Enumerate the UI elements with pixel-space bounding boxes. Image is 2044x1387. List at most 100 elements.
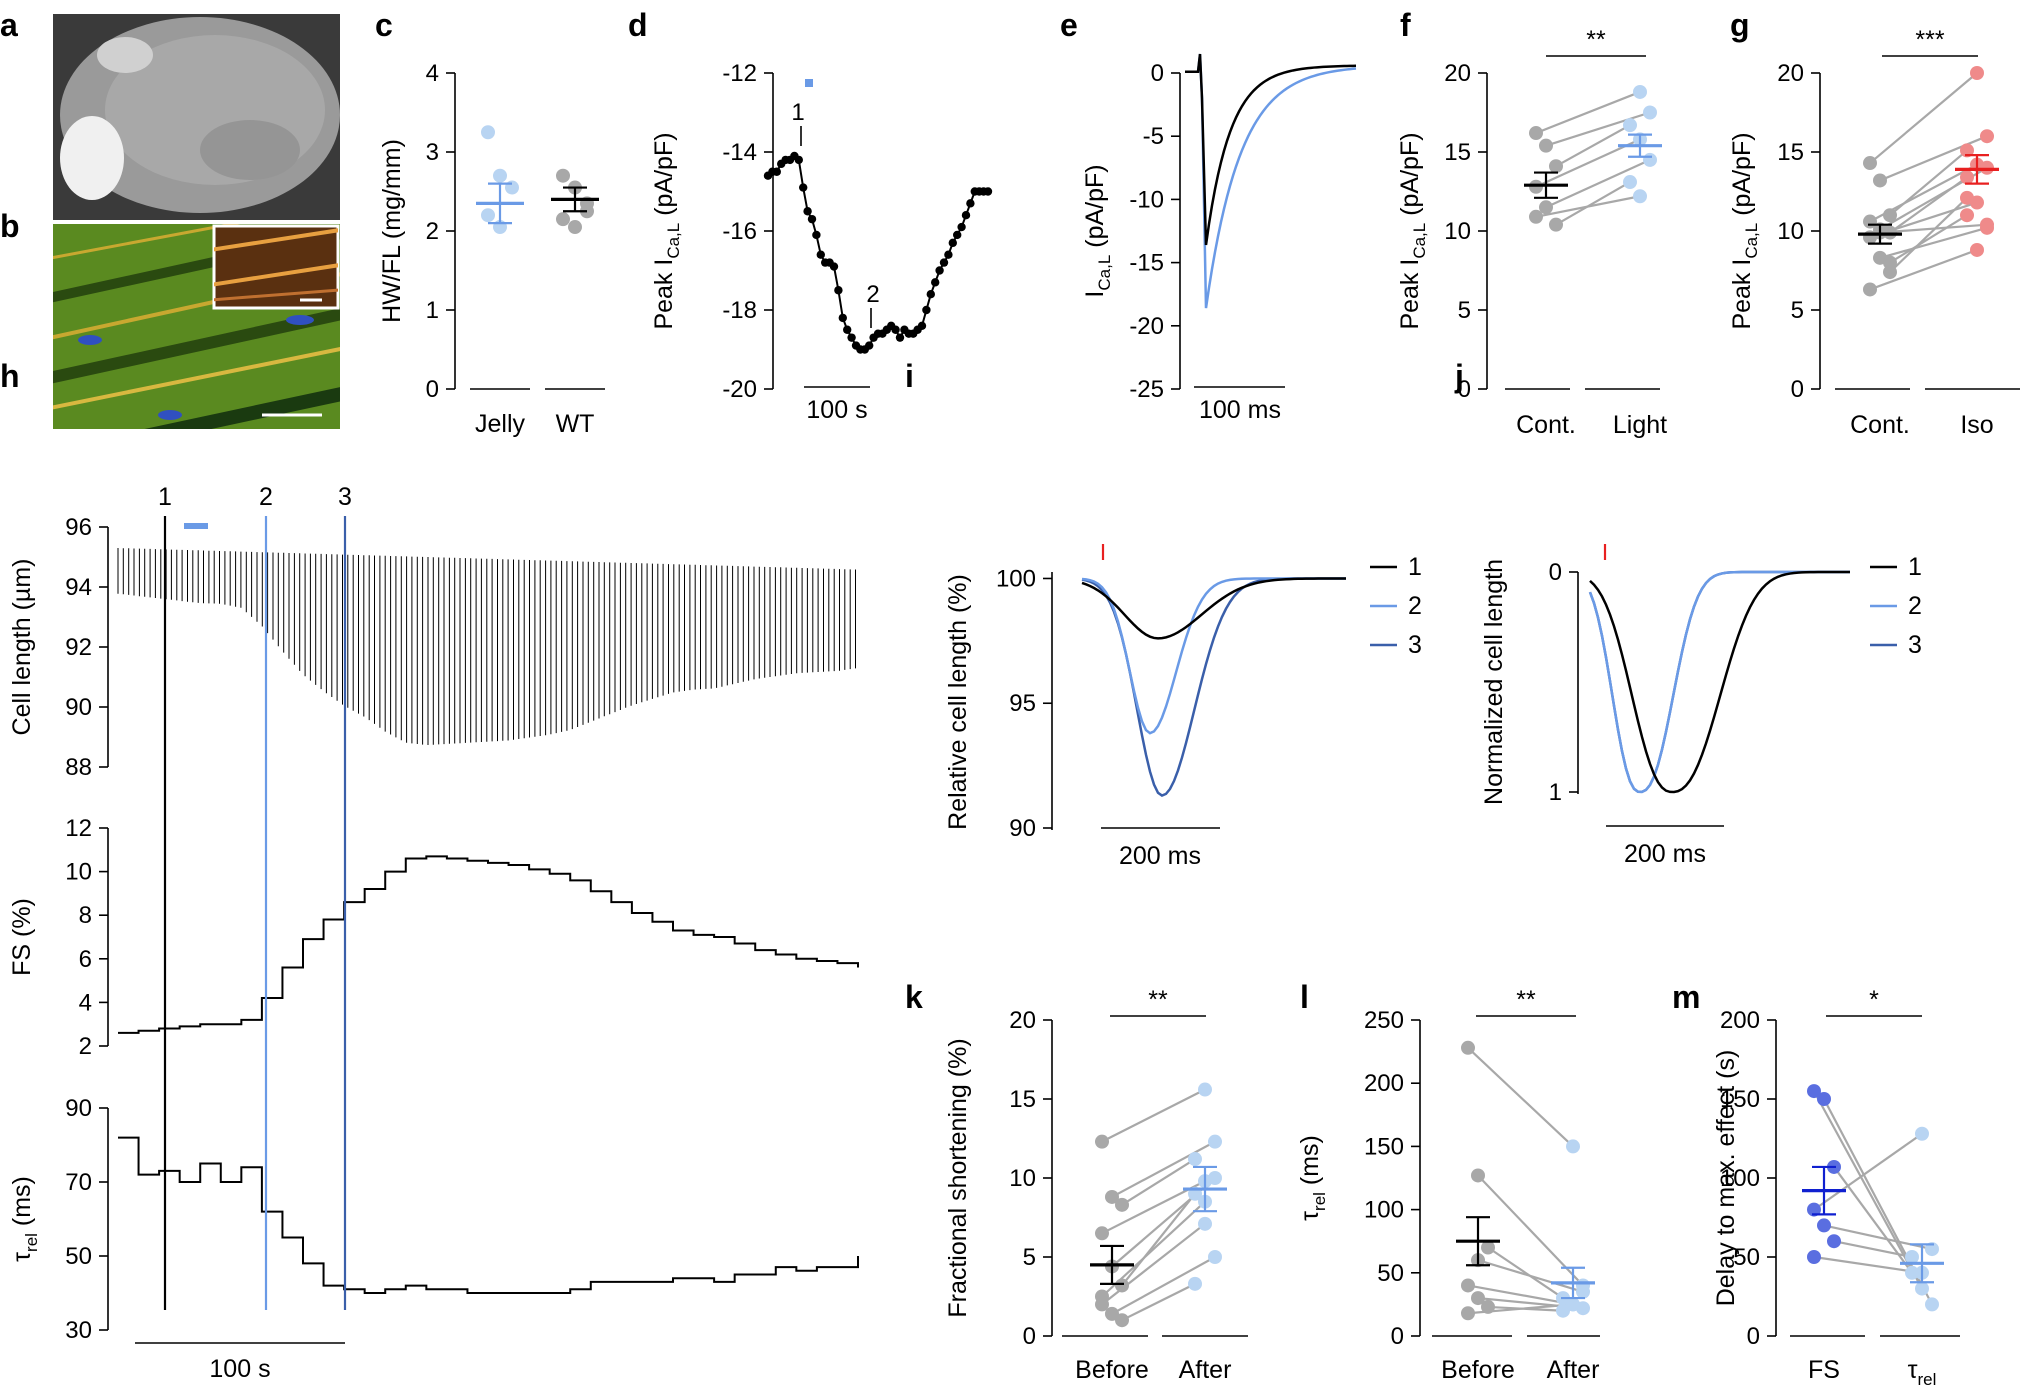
g-point-before bbox=[1883, 208, 1897, 223]
f-point-before bbox=[1549, 217, 1563, 232]
d-point bbox=[917, 321, 927, 330]
f-xlabel-cont: Cont. bbox=[1516, 411, 1576, 439]
j-legend-label: 1 bbox=[1908, 553, 1922, 581]
f-xlabel-light: Light bbox=[1613, 411, 1667, 439]
f-ytick-label: 20 bbox=[1444, 60, 1471, 87]
f-pair-line bbox=[1535, 195, 1641, 218]
g-point-after bbox=[1960, 190, 1974, 205]
j-ytick-label: 1 bbox=[1549, 779, 1562, 806]
m-point-after bbox=[1925, 1242, 1939, 1257]
d-point bbox=[939, 258, 949, 267]
m-ytick-label: 150 bbox=[1720, 1086, 1760, 1113]
c-point bbox=[493, 168, 507, 183]
h-fs-ytick-label: 2 bbox=[79, 1033, 92, 1060]
f-point-after bbox=[1623, 118, 1637, 133]
l-point-before bbox=[1461, 1040, 1475, 1055]
f-pair-line bbox=[1535, 90, 1641, 135]
f-ytick-label: 15 bbox=[1444, 139, 1471, 166]
panel-l-chart: 0 50 100 150 200 250 τrel (ms) Before After *… bbox=[1296, 986, 1600, 1384]
panel-m-chart: 0 50 100 150 200 Delay to max. effect (s) FS… bbox=[1712, 986, 1960, 1387]
m-pair-line bbox=[1833, 1166, 1913, 1274]
g-point-before bbox=[1873, 173, 1887, 188]
m-point-before bbox=[1827, 1234, 1841, 1249]
h-fs-ytick-label: 4 bbox=[79, 989, 92, 1016]
m-point-after bbox=[1925, 1297, 1939, 1312]
h-fs-ytick-label: 10 bbox=[65, 859, 92, 886]
i-ylabel: Relative cell length (%) bbox=[944, 574, 972, 830]
j-ytick-label: 0 bbox=[1549, 559, 1562, 586]
e-ytick-label: -20 bbox=[1129, 313, 1164, 340]
c-ytick-label: 2 bbox=[426, 218, 439, 245]
d-point bbox=[961, 211, 971, 220]
h-ylabel-tau: τrel (ms) bbox=[8, 1176, 41, 1262]
d-point bbox=[843, 325, 852, 334]
k-xlabel-after: After bbox=[1179, 1356, 1232, 1384]
l-point-after bbox=[1566, 1297, 1580, 1312]
k-pair-line bbox=[1111, 1140, 1216, 1198]
d-ylabel: Peak ICa,L (pA/pF) bbox=[650, 132, 683, 329]
h-tau-ytick-label: 90 bbox=[65, 1095, 92, 1122]
h-event-label-3: 3 bbox=[338, 483, 352, 511]
panel-label-h: h bbox=[0, 358, 20, 394]
d-point bbox=[816, 250, 825, 259]
d-point bbox=[895, 333, 905, 342]
m-point-after bbox=[1905, 1250, 1919, 1264]
k-point-after bbox=[1188, 1152, 1202, 1167]
g-pair-line bbox=[1889, 176, 1968, 234]
m-point-before bbox=[1817, 1092, 1831, 1106]
l-significance: ** bbox=[1516, 986, 1536, 1014]
c-point bbox=[556, 212, 570, 227]
d-ytick-label: -16 bbox=[722, 218, 757, 245]
panel-label-j: j bbox=[1454, 358, 1464, 394]
k-pair-line bbox=[1121, 1193, 1196, 1287]
l-point-before bbox=[1481, 1240, 1495, 1255]
c-point bbox=[481, 125, 495, 140]
d-ytick-label: -20 bbox=[722, 376, 757, 403]
d-light-marker bbox=[805, 79, 813, 87]
m-point-before bbox=[1807, 1202, 1821, 1217]
h-ylabel-length: Cell length (µm) bbox=[8, 559, 36, 736]
f-significance: ** bbox=[1586, 26, 1606, 54]
d-scalebar-label: 100 s bbox=[806, 396, 867, 424]
panel-g-chart: 0 5 10 15 20 Peak ICa,L (pA/pF) Cont. Iso **… bbox=[1728, 26, 2020, 439]
panel-label-b: b bbox=[0, 208, 20, 244]
k-point-before bbox=[1095, 1297, 1109, 1312]
k-pair-line bbox=[1101, 1088, 1206, 1143]
d-point bbox=[812, 230, 821, 240]
h-fs-ytick-label: 8 bbox=[79, 902, 92, 929]
f-pair-line bbox=[1555, 124, 1631, 168]
c-xlabel-wt: WT bbox=[556, 410, 595, 438]
m-pair-line bbox=[1823, 1224, 1933, 1251]
l-ytick-label: 50 bbox=[1377, 1260, 1404, 1287]
m-ytick-label: 0 bbox=[1747, 1323, 1760, 1350]
e-ytick-label: -15 bbox=[1129, 250, 1164, 277]
f-pair-line bbox=[1555, 181, 1631, 226]
d-point bbox=[966, 199, 975, 208]
panel-label-a: a bbox=[0, 7, 18, 43]
f-point-after bbox=[1633, 84, 1647, 99]
l-point-before bbox=[1471, 1291, 1485, 1306]
panel-c-chart: 0 1 2 3 4 HW/FL (mg/mm) Jelly WT bbox=[378, 60, 605, 438]
l-pair-line bbox=[1477, 1259, 1584, 1293]
k-ytick-label: 10 bbox=[1009, 1165, 1036, 1192]
d-point bbox=[948, 238, 957, 248]
i-legend-label: 2 bbox=[1408, 592, 1422, 620]
g-ylabel: Peak ICa,L (pA/pF) bbox=[1728, 132, 1761, 329]
f-ytick-label: 0 bbox=[1458, 376, 1471, 403]
d-point bbox=[957, 222, 966, 232]
l-point-after bbox=[1576, 1284, 1590, 1299]
k-point-after bbox=[1188, 1276, 1202, 1291]
m-point-after bbox=[1905, 1265, 1919, 1280]
j-ylabel: Normalized cell length bbox=[1480, 559, 1508, 805]
e-trace-light bbox=[1185, 53, 1357, 309]
g-point-after bbox=[1970, 242, 1984, 257]
k-point-after bbox=[1208, 1134, 1222, 1149]
d-point bbox=[803, 207, 812, 216]
i-ytick-label: 100 bbox=[996, 565, 1036, 592]
l-pair-line bbox=[1467, 1047, 1574, 1148]
g-point-after bbox=[1960, 170, 1974, 185]
g-point-after bbox=[1980, 129, 1994, 144]
l-ytick-label: 200 bbox=[1364, 1070, 1404, 1097]
f-ytick-label: 10 bbox=[1444, 218, 1471, 245]
